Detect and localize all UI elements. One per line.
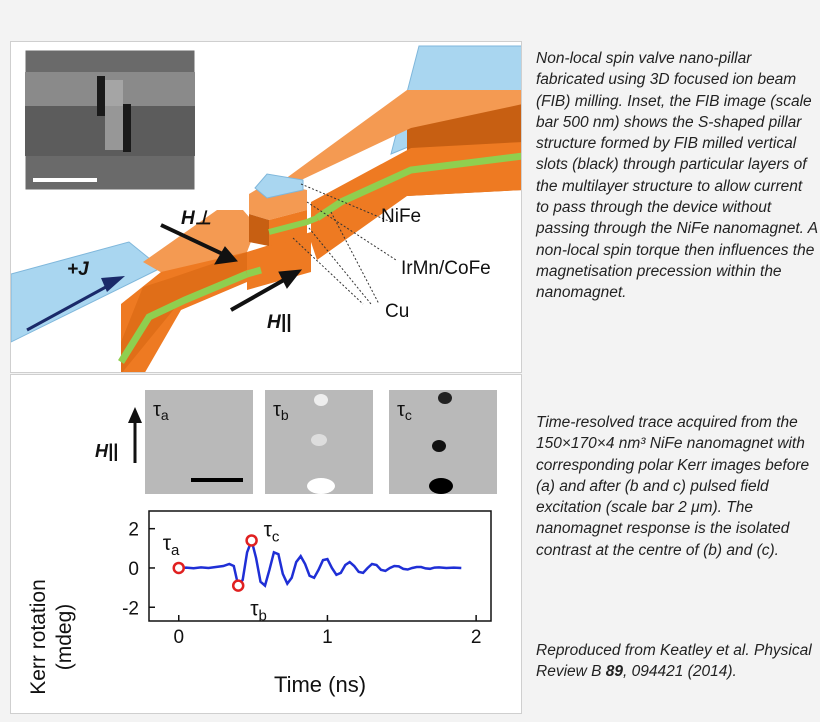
h-par-small-label: H|| (95, 441, 118, 461)
h-par-label: H|| (267, 312, 291, 333)
h-par-arrowhead (278, 269, 303, 289)
y-tick-label: 2 (128, 520, 139, 541)
marker-point (231, 579, 245, 592)
x-tick-label: 2 (471, 627, 482, 648)
y-axis-label-line1: Kerr rotation (27, 579, 50, 695)
plot-frame (148, 510, 492, 622)
fib-slot-upper (97, 76, 105, 116)
pillar-side (249, 214, 269, 246)
kerr-trace-chart: 0 1 2 2 0 -2 τa τb τc Kerr rotation (mdeg) Time… (27, 510, 492, 697)
cu-strip-left (118, 270, 249, 364)
irmn-cofe-label: IrMn/CoFe (401, 258, 491, 279)
kerr-label-c: τc (397, 399, 412, 423)
kerr-image-b: τb (265, 390, 373, 494)
current-arrow (26, 280, 116, 332)
nife-cap (254, 173, 304, 199)
h-perp-label: H⊥ (181, 208, 211, 229)
kerr-bright-spot (307, 478, 335, 494)
y-axis-label-line2: (mdeg) (53, 604, 76, 671)
caption-paragraph-1: Non-local spin valve nano-pillar fabrica… (536, 50, 818, 302)
y-tick-label: 0 (128, 559, 139, 580)
kerr-panel: H|| τa τb τc 0 1 2 2 0 -2 τa τb τc Kerr rotatio… (10, 374, 522, 714)
fib-scale-bar (33, 178, 97, 182)
caption-paragraph-2: Time-resolved trace acquired from the 15… (536, 414, 810, 559)
kerr-scale-bar (191, 478, 243, 482)
marker-point (245, 534, 258, 547)
kerr-label-b: τb (273, 399, 289, 423)
marker-label: τb (250, 598, 267, 625)
caption-citation: Reproduced from Keatley et al. Physical … (536, 642, 812, 681)
h-perp-arrow (160, 223, 228, 258)
nife-label: NiFe (381, 206, 421, 227)
right-bar-front (311, 142, 521, 260)
current-label: +J (67, 259, 89, 280)
kerr-image-a: τa (145, 390, 253, 494)
cu-strip-right (315, 152, 521, 221)
marker-label: τa (163, 532, 180, 559)
left-bar-shade (121, 252, 251, 372)
kerr-trace-line (178, 536, 462, 589)
current-arrowhead (101, 276, 125, 292)
trace-markers: τa τb τc (163, 518, 280, 624)
marker-label: τc (264, 518, 280, 545)
fib-slot-lower (123, 104, 131, 152)
h-perp-arrowhead (214, 246, 238, 265)
y-tick-label: -2 (122, 598, 139, 619)
x-tick-label: 1 (322, 627, 333, 648)
device-schematic: NiFe IrMn/CoFe Cu +J H⊥ H|| (11, 45, 521, 372)
kerr-label-a: τa (153, 399, 169, 423)
device-schematic-panel: NiFe IrMn/CoFe Cu +J H⊥ H|| (10, 41, 522, 373)
fib-inset (24, 49, 196, 191)
trace-ticks: 0 1 2 2 0 -2 (122, 520, 481, 648)
kerr-image-c: τc (389, 390, 497, 494)
x-axis-label: Time (ns) (274, 672, 366, 697)
trace-axes (148, 510, 492, 622)
cu-strip-pillar (268, 215, 319, 235)
leader-lines (292, 183, 397, 305)
marker-point (172, 561, 185, 575)
cu-label: Cu (385, 301, 409, 322)
right-bar-top (281, 90, 521, 182)
kerr-dark-spot (429, 478, 453, 494)
h-par-small-arrowhead (128, 407, 142, 423)
x-tick-label: 0 (173, 627, 184, 648)
h-par-arrow (230, 274, 292, 312)
